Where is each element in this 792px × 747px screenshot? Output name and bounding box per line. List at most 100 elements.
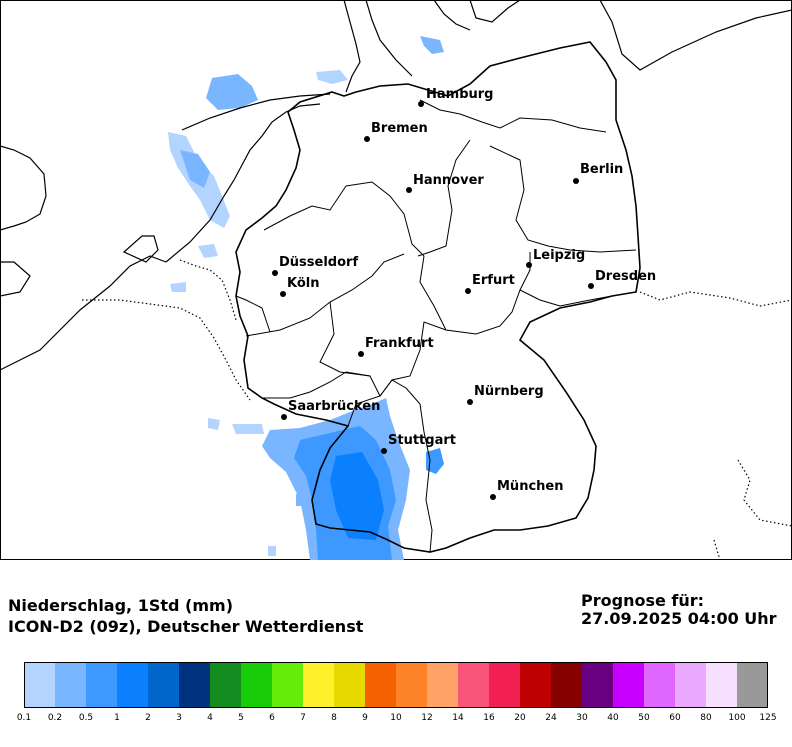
state-border-nrw-he (245, 253, 405, 337)
city-label-bremen: Bremen (371, 121, 428, 136)
rain-area-northsea-1 (206, 74, 258, 110)
city-label-stuttgart: Stuttgart (388, 433, 456, 448)
city-label-frankfurt: Frankfurt (365, 336, 434, 351)
state-border-bw-by (347, 379, 433, 553)
rain-area-baltic (420, 36, 444, 54)
coast-baltic-east (599, 0, 792, 71)
city-label-berlin: Berlin (580, 162, 623, 177)
colorbar-bin-19 (613, 662, 645, 708)
hannover-marker (406, 187, 412, 193)
city-label-nuernberg: Nürnberg (474, 384, 544, 399)
city-label-hamburg: Hamburg (426, 87, 493, 102)
colorbar-tick-label: 24 (545, 713, 557, 723)
rain-area-northsea-2 (316, 70, 348, 84)
city-label-muenchen: München (497, 479, 563, 494)
colorbar-bin-9 (303, 662, 335, 708)
state-border-rp-bw (262, 371, 371, 399)
colorbar-bin-23 (737, 662, 768, 708)
colorbar-tick-label: 6 (269, 713, 275, 723)
colorbar-bin-6 (210, 662, 242, 708)
erfurt-marker (465, 288, 471, 294)
colorbar-tick-label: 8 (331, 713, 337, 723)
colorbar-bin-2 (86, 662, 118, 708)
germany-border (235, 41, 641, 553)
state-border-thueringen (419, 252, 531, 335)
city-label-saarbruecken: Saarbrücken (288, 399, 380, 414)
germany-precipitation-map: Hamburg Bremen Berlin Hannover Leipzig D… (0, 0, 792, 560)
precipitation-colorbar (24, 662, 768, 708)
colorbar-tick-label: 16 (483, 713, 495, 723)
colorbar-tick-label: 3 (176, 713, 182, 723)
city-label-hannover: Hannover (413, 173, 484, 188)
colorbar-bin-11 (365, 662, 397, 708)
colorbar-tick-label: 12 (421, 713, 433, 723)
coast-england-south (0, 261, 31, 297)
colorbar-bin-4 (148, 662, 180, 708)
colorbar-bin-14 (458, 662, 490, 708)
state-border-nds-mv (419, 99, 607, 133)
border-austria-east (737, 459, 792, 527)
precipitation-layer (168, 36, 444, 560)
city-markers (272, 101, 594, 500)
colorbar-tick-label: 80 (700, 713, 712, 723)
colorbar-bin-3 (117, 662, 149, 708)
colorbar-tick-label: 50 (638, 713, 650, 723)
bremen-marker (364, 136, 370, 142)
city-label-duesseldorf: Düsseldorf (279, 255, 358, 270)
border-czech-poland (639, 291, 792, 307)
colorbar-tick-label: 1 (114, 713, 120, 723)
border-benelux (179, 259, 237, 321)
rain-area-west-2 (170, 282, 186, 292)
colorbar-bin-0 (24, 662, 56, 708)
state-border-st-bb (489, 145, 637, 253)
colorbar-tick-label: 30 (576, 713, 588, 723)
colorbar-tick-label: 100 (728, 713, 746, 723)
coast-zealand (433, 0, 471, 31)
model-source-title: ICON-D2 (09z), Deutscher Wetterdienst (8, 617, 364, 636)
city-label-koeln: Köln (287, 276, 320, 291)
rain-area-sw-dot (208, 418, 220, 430)
colorbar-tick-label: 20 (514, 713, 526, 723)
colorbar-tick-label: 14 (452, 713, 464, 723)
colorbar-bin-17 (551, 662, 583, 708)
coast-denmark-east (365, 0, 413, 77)
colorbar-tick-label: 60 (669, 713, 681, 723)
coast-scheldt (122, 235, 159, 263)
city-label-erfurt: Erfurt (472, 273, 515, 288)
coast-denmark-west (343, 0, 361, 93)
forecast-datetime: 27.09.2025 04:00 Uhr (581, 609, 777, 628)
colorbar-bin-7 (241, 662, 273, 708)
coast-france (0, 255, 167, 371)
state-border-nds-nrw (345, 181, 425, 257)
colorbar-border (24, 662, 768, 708)
colorbar-bin-21 (675, 662, 707, 708)
state-border-rp-west (235, 295, 271, 333)
colorbar-bin-5 (179, 662, 211, 708)
city-label-dresden: Dresden (595, 269, 656, 284)
colorbar-tick-label: 125 (759, 713, 777, 723)
frankfurt-marker (358, 351, 364, 357)
hamburg-marker (418, 101, 424, 107)
forecast-label: Prognose für: (581, 591, 705, 610)
rain-area-bw-core (330, 452, 384, 540)
leipzig-marker (526, 262, 532, 268)
colorbar-bin-15 (489, 662, 521, 708)
border-belgium-france (82, 299, 251, 401)
colorbar-bin-18 (582, 662, 614, 708)
state-borders (235, 99, 637, 553)
colorbar-tick-label: 10 (390, 713, 402, 723)
colorbar-tick-label: 5 (238, 713, 244, 723)
koeln-marker (280, 291, 286, 297)
colorbar-tick-labels: 0.1 0.2 0.5 1 2 3 4 5 6 7 8 9 10 12 14 16 20 24 30 40 50 60 80… (0, 713, 792, 727)
state-border-nds-st (417, 139, 471, 257)
colorbar-tick-label: 4 (207, 713, 213, 723)
colorbar-tick-label: 7 (300, 713, 306, 723)
berlin-marker (573, 178, 579, 184)
colorbar-tick-label: 2 (145, 713, 151, 723)
saarbruecken-marker (281, 414, 287, 420)
colorbar-bin-8 (272, 662, 304, 708)
nuernberg-marker (467, 399, 473, 405)
colorbar-bin-13 (427, 662, 459, 708)
colorbar-bin-22 (706, 662, 738, 708)
colorbar-bin-10 (334, 662, 366, 708)
